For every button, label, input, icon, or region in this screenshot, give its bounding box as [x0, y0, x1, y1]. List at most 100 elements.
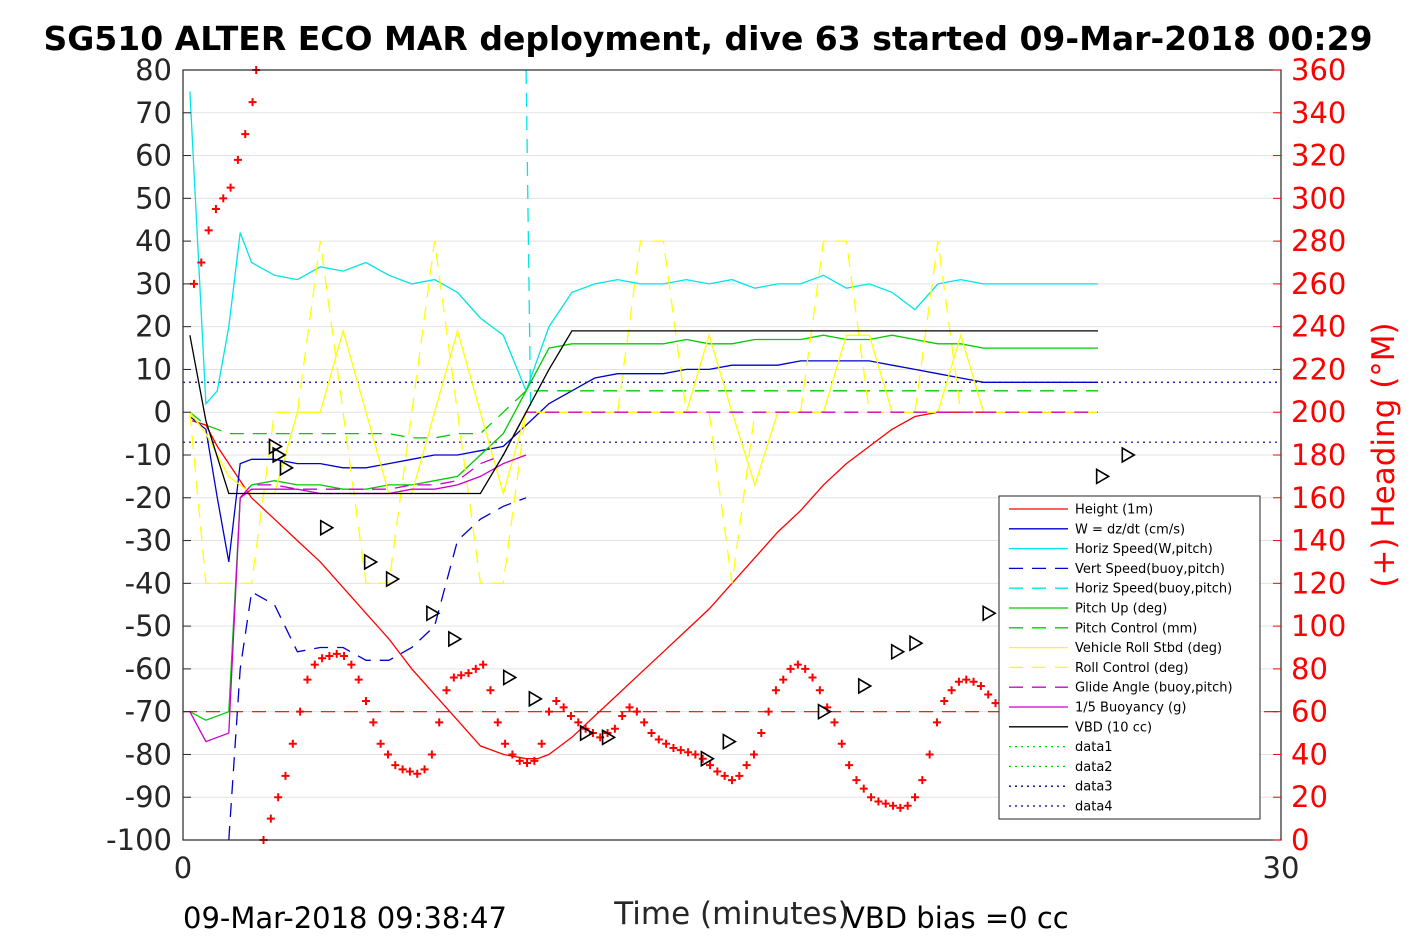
heading-point — [969, 677, 978, 686]
heading-point — [325, 652, 334, 661]
heading-point — [391, 761, 400, 770]
y2-tick-label: 160 — [1291, 481, 1346, 515]
heading-point — [962, 675, 971, 684]
y-tick-label: -90 — [125, 780, 172, 814]
heading-point — [749, 750, 758, 759]
triangle-marker — [385, 570, 401, 588]
series-line — [189, 330, 1098, 495]
chart-title: SG510 ALTER ECO MAR deployment, dive 63 … — [43, 19, 1372, 58]
heading-point — [493, 718, 502, 727]
heading-point — [808, 673, 817, 682]
y-tick-label: 10 — [135, 352, 172, 386]
heading-point — [911, 793, 919, 802]
legend-label: Glide Angle (buoy,pitch) — [1075, 681, 1233, 696]
heading-point — [932, 718, 941, 727]
heading-point — [545, 707, 553, 716]
heading-point — [204, 226, 213, 235]
x-tick-label: 30 — [1263, 851, 1300, 885]
series-line — [189, 390, 1098, 439]
heading-point — [706, 761, 715, 770]
heading-point — [830, 718, 839, 727]
legend-label: VBD (10 cc) — [1075, 720, 1152, 735]
y-tick-label: 0 — [154, 395, 172, 429]
heading-point — [530, 756, 539, 765]
heading-point — [713, 767, 722, 776]
y-tick-label: -70 — [125, 695, 172, 729]
y2-tick-label: 100 — [1291, 609, 1346, 643]
triangle-marker — [279, 459, 295, 477]
right-y-ticks: 3603403203002802602402202001801601401201… — [1273, 53, 1346, 857]
series-line — [192, 411, 1098, 760]
heading-point — [735, 771, 744, 780]
heading-point — [698, 754, 707, 763]
y-tick-label: 70 — [135, 96, 172, 130]
heading-point — [720, 771, 729, 780]
triangle-marker — [272, 446, 287, 464]
heading-point — [219, 194, 228, 203]
heading-point — [947, 686, 956, 695]
triangle-markers — [268, 438, 1136, 768]
heading-point — [332, 649, 341, 658]
heading-point — [420, 765, 429, 774]
heading-point — [764, 707, 773, 716]
heading-point — [248, 98, 257, 107]
heading-point — [881, 799, 890, 808]
heading-point — [369, 718, 378, 727]
heading-point — [413, 769, 422, 778]
x-tick-label: 0 — [174, 851, 192, 885]
heading-point — [757, 729, 766, 738]
footer-timestamp: 09-Mar-2018 09:38:47 — [183, 901, 507, 935]
y-tick-label: 20 — [135, 310, 172, 344]
triangle-marker — [502, 669, 518, 686]
heading-point — [405, 767, 414, 776]
legend-label: Horiz Speed(buoy,pitch) — [1075, 582, 1232, 597]
heading-point — [501, 739, 510, 748]
legend-label: data1 — [1075, 740, 1113, 755]
legend-label: Pitch Control (mm) — [1075, 621, 1197, 636]
heading-point — [647, 729, 656, 738]
y-tick-label: -80 — [125, 737, 172, 771]
heading-point — [852, 776, 861, 785]
heading-point — [449, 673, 458, 682]
heading-point — [574, 718, 583, 727]
y2-tick-label: 240 — [1291, 310, 1346, 344]
heading-point — [676, 746, 685, 755]
heading-point — [211, 205, 220, 214]
heading-point — [618, 711, 627, 720]
heading-point — [479, 660, 488, 669]
triangle-marker — [857, 677, 873, 695]
legend-label: Height (1m) — [1075, 503, 1153, 518]
triangle-marker — [700, 750, 715, 768]
heading-point — [303, 675, 312, 684]
heading-point — [801, 664, 810, 673]
heading-point — [874, 797, 883, 806]
y-tick-label: 60 — [135, 139, 172, 173]
heading-point — [867, 793, 876, 802]
heading-point — [896, 803, 905, 812]
heading-point — [662, 739, 671, 748]
heading-point — [566, 711, 575, 720]
heading-point — [859, 784, 868, 793]
heading-point — [508, 750, 517, 759]
triangle-marker — [909, 634, 924, 652]
left-y-ticks: 80 70 60 50 40 30 20 10 0 -10 -20 -30 -40 -50 -60 -70 -8… — [106, 53, 191, 857]
legend-label: Vehicle Roll Stbd (deg) — [1075, 641, 1222, 656]
y2-tick-label: 280 — [1291, 224, 1346, 258]
series-line — [189, 91, 1098, 406]
heading-point — [296, 707, 305, 716]
heading-point — [197, 258, 206, 267]
heading-point — [728, 776, 736, 785]
heading-point — [903, 801, 912, 810]
heading-point — [189, 279, 198, 288]
y2-tick-label: 300 — [1291, 181, 1346, 215]
y-tick-label: -30 — [125, 524, 172, 558]
heading-point — [354, 675, 363, 684]
series-line — [189, 334, 1098, 721]
triangle-marker — [817, 703, 833, 721]
heading-point — [984, 690, 993, 699]
heading-point — [669, 744, 678, 753]
heading-point — [845, 761, 854, 770]
heading-point — [471, 664, 480, 673]
legend: Height (1m) W = dz/dt (cm/s) Horiz Speed(W… — [998, 495, 1261, 820]
